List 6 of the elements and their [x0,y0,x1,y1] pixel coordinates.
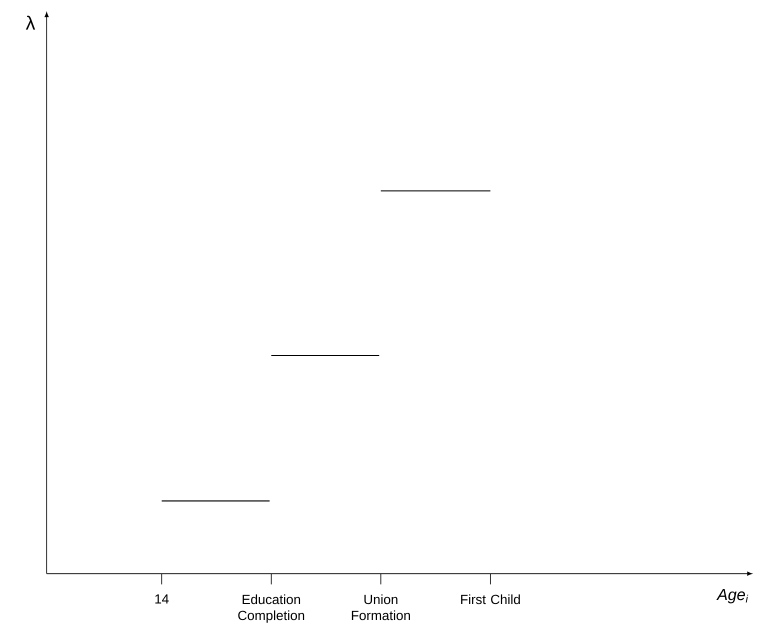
x-tick-label: Union Formation [352,594,410,620]
x-tick-label: Education Completion [238,594,304,623]
x-tick-label: 14 [155,594,169,604]
text: λ [26,16,36,30]
text: Age$_{i}$ [716,589,748,604]
x-tick-label: First Child [461,594,520,604]
